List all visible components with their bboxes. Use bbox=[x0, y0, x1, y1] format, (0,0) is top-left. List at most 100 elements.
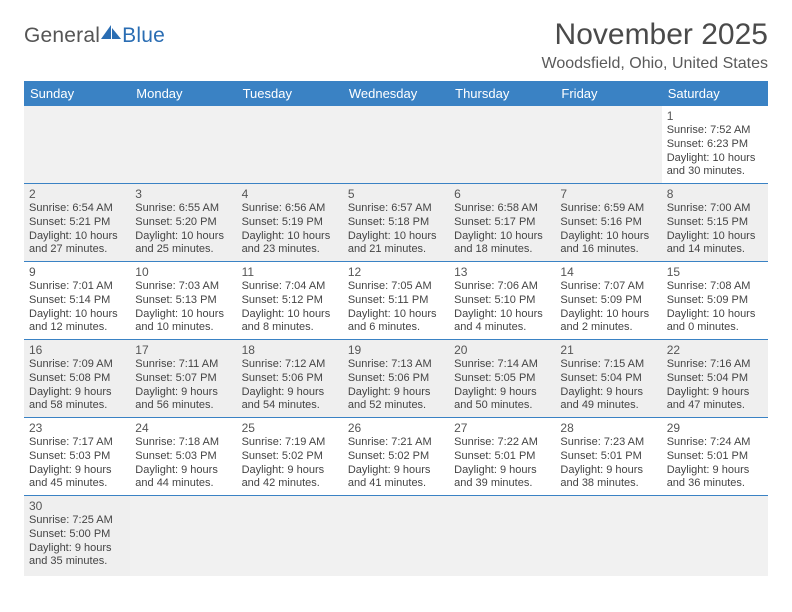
daylight-text: Daylight: 10 hours and 14 minutes. bbox=[667, 230, 763, 258]
day-cell: 26Sunrise: 7:21 AMSunset: 5:02 PMDayligh… bbox=[343, 418, 449, 496]
sunset-text: Sunset: 5:09 PM bbox=[667, 294, 763, 308]
daylight-text: Daylight: 9 hours and 45 minutes. bbox=[29, 464, 125, 492]
day-cell: 27Sunrise: 7:22 AMSunset: 5:01 PMDayligh… bbox=[449, 418, 555, 496]
empty-cell bbox=[449, 106, 555, 184]
day-info: Sunrise: 7:06 AMSunset: 5:10 PMDaylight:… bbox=[454, 280, 550, 335]
day-cell: 10Sunrise: 7:03 AMSunset: 5:13 PMDayligh… bbox=[130, 262, 236, 340]
daylight-text: Daylight: 10 hours and 12 minutes. bbox=[29, 308, 125, 336]
sunrise-text: Sunrise: 7:12 AM bbox=[242, 358, 338, 372]
day-number: 29 bbox=[667, 421, 763, 435]
daylight-text: Daylight: 10 hours and 27 minutes. bbox=[29, 230, 125, 258]
day-cell: 23Sunrise: 7:17 AMSunset: 5:03 PMDayligh… bbox=[24, 418, 130, 496]
empty-cell bbox=[343, 496, 449, 576]
daylight-text: Daylight: 10 hours and 6 minutes. bbox=[348, 308, 444, 336]
empty-cell bbox=[343, 106, 449, 184]
sunrise-text: Sunrise: 7:22 AM bbox=[454, 436, 550, 450]
daylight-text: Daylight: 10 hours and 8 minutes. bbox=[242, 308, 338, 336]
sunset-text: Sunset: 5:02 PM bbox=[242, 450, 338, 464]
day-info: Sunrise: 7:09 AMSunset: 5:08 PMDaylight:… bbox=[29, 358, 125, 413]
day-cell: 11Sunrise: 7:04 AMSunset: 5:12 PMDayligh… bbox=[237, 262, 343, 340]
sunrise-text: Sunrise: 7:16 AM bbox=[667, 358, 763, 372]
day-number: 5 bbox=[348, 187, 444, 201]
day-number: 9 bbox=[29, 265, 125, 279]
dayname-wednesday: Wednesday bbox=[343, 81, 449, 106]
daylight-text: Daylight: 9 hours and 41 minutes. bbox=[348, 464, 444, 492]
week-row: 1Sunrise: 7:52 AMSunset: 6:23 PMDaylight… bbox=[24, 106, 768, 184]
sunset-text: Sunset: 5:01 PM bbox=[454, 450, 550, 464]
sunrise-text: Sunrise: 6:55 AM bbox=[135, 202, 231, 216]
calendar-header: SundayMondayTuesdayWednesdayThursdayFrid… bbox=[24, 81, 768, 106]
empty-cell bbox=[130, 106, 236, 184]
day-cell: 12Sunrise: 7:05 AMSunset: 5:11 PMDayligh… bbox=[343, 262, 449, 340]
sunset-text: Sunset: 5:07 PM bbox=[135, 372, 231, 386]
header: General Blue November 2025 Woodsfield, O… bbox=[24, 18, 768, 73]
daylight-text: Daylight: 9 hours and 36 minutes. bbox=[667, 464, 763, 492]
sunset-text: Sunset: 5:06 PM bbox=[242, 372, 338, 386]
daylight-text: Daylight: 9 hours and 50 minutes. bbox=[454, 386, 550, 414]
day-number: 18 bbox=[242, 343, 338, 357]
sunrise-text: Sunrise: 6:57 AM bbox=[348, 202, 444, 216]
day-cell: 8Sunrise: 7:00 AMSunset: 5:15 PMDaylight… bbox=[662, 184, 768, 262]
sunrise-text: Sunrise: 7:25 AM bbox=[29, 514, 125, 528]
day-info: Sunrise: 7:12 AMSunset: 5:06 PMDaylight:… bbox=[242, 358, 338, 413]
daylight-text: Daylight: 10 hours and 10 minutes. bbox=[135, 308, 231, 336]
day-number: 14 bbox=[560, 265, 656, 279]
daylight-text: Daylight: 10 hours and 30 minutes. bbox=[667, 152, 763, 180]
empty-cell bbox=[555, 106, 661, 184]
empty-cell bbox=[237, 496, 343, 576]
sunrise-text: Sunrise: 7:23 AM bbox=[560, 436, 656, 450]
day-info: Sunrise: 7:05 AMSunset: 5:11 PMDaylight:… bbox=[348, 280, 444, 335]
day-info: Sunrise: 6:57 AMSunset: 5:18 PMDaylight:… bbox=[348, 202, 444, 257]
sunrise-text: Sunrise: 7:17 AM bbox=[29, 436, 125, 450]
day-info: Sunrise: 7:11 AMSunset: 5:07 PMDaylight:… bbox=[135, 358, 231, 413]
day-number: 12 bbox=[348, 265, 444, 279]
logo: General Blue bbox=[24, 24, 165, 48]
daylight-text: Daylight: 9 hours and 44 minutes. bbox=[135, 464, 231, 492]
daylight-text: Daylight: 9 hours and 56 minutes. bbox=[135, 386, 231, 414]
day-number: 28 bbox=[560, 421, 656, 435]
day-info: Sunrise: 7:22 AMSunset: 5:01 PMDaylight:… bbox=[454, 436, 550, 491]
day-cell: 13Sunrise: 7:06 AMSunset: 5:10 PMDayligh… bbox=[449, 262, 555, 340]
day-info: Sunrise: 7:00 AMSunset: 5:15 PMDaylight:… bbox=[667, 202, 763, 257]
day-number: 20 bbox=[454, 343, 550, 357]
sunset-text: Sunset: 5:04 PM bbox=[560, 372, 656, 386]
sunset-text: Sunset: 5:13 PM bbox=[135, 294, 231, 308]
day-cell: 30Sunrise: 7:25 AMSunset: 5:00 PMDayligh… bbox=[24, 496, 130, 576]
daylight-text: Daylight: 9 hours and 39 minutes. bbox=[454, 464, 550, 492]
daylight-text: Daylight: 10 hours and 0 minutes. bbox=[667, 308, 763, 336]
dayname-saturday: Saturday bbox=[662, 81, 768, 106]
daylight-text: Daylight: 9 hours and 54 minutes. bbox=[242, 386, 338, 414]
daylight-text: Daylight: 9 hours and 42 minutes. bbox=[242, 464, 338, 492]
daylight-text: Daylight: 9 hours and 49 minutes. bbox=[560, 386, 656, 414]
sunset-text: Sunset: 5:12 PM bbox=[242, 294, 338, 308]
day-info: Sunrise: 7:15 AMSunset: 5:04 PMDaylight:… bbox=[560, 358, 656, 413]
day-cell: 18Sunrise: 7:12 AMSunset: 5:06 PMDayligh… bbox=[237, 340, 343, 418]
sunrise-text: Sunrise: 6:59 AM bbox=[560, 202, 656, 216]
day-info: Sunrise: 7:04 AMSunset: 5:12 PMDaylight:… bbox=[242, 280, 338, 335]
sunset-text: Sunset: 5:02 PM bbox=[348, 450, 444, 464]
sunrise-text: Sunrise: 7:18 AM bbox=[135, 436, 231, 450]
daylight-text: Daylight: 10 hours and 18 minutes. bbox=[454, 230, 550, 258]
sunset-text: Sunset: 5:05 PM bbox=[454, 372, 550, 386]
day-number: 26 bbox=[348, 421, 444, 435]
day-info: Sunrise: 7:01 AMSunset: 5:14 PMDaylight:… bbox=[29, 280, 125, 335]
month-title: November 2025 bbox=[542, 18, 769, 51]
day-info: Sunrise: 7:52 AMSunset: 6:23 PMDaylight:… bbox=[667, 124, 763, 179]
sunset-text: Sunset: 5:09 PM bbox=[560, 294, 656, 308]
daylight-text: Daylight: 9 hours and 52 minutes. bbox=[348, 386, 444, 414]
daylight-text: Daylight: 9 hours and 35 minutes. bbox=[29, 542, 125, 570]
day-cell: 2Sunrise: 6:54 AMSunset: 5:21 PMDaylight… bbox=[24, 184, 130, 262]
sunset-text: Sunset: 5:01 PM bbox=[560, 450, 656, 464]
day-cell: 5Sunrise: 6:57 AMSunset: 5:18 PMDaylight… bbox=[343, 184, 449, 262]
day-number: 7 bbox=[560, 187, 656, 201]
sunset-text: Sunset: 5:16 PM bbox=[560, 216, 656, 230]
sunset-text: Sunset: 5:17 PM bbox=[454, 216, 550, 230]
day-cell: 28Sunrise: 7:23 AMSunset: 5:01 PMDayligh… bbox=[555, 418, 661, 496]
daylight-text: Daylight: 10 hours and 23 minutes. bbox=[242, 230, 338, 258]
sunrise-text: Sunrise: 7:06 AM bbox=[454, 280, 550, 294]
day-number: 8 bbox=[667, 187, 763, 201]
day-number: 11 bbox=[242, 265, 338, 279]
day-info: Sunrise: 6:58 AMSunset: 5:17 PMDaylight:… bbox=[454, 202, 550, 257]
location: Woodsfield, Ohio, United States bbox=[542, 55, 769, 73]
dayname-sunday: Sunday bbox=[24, 81, 130, 106]
